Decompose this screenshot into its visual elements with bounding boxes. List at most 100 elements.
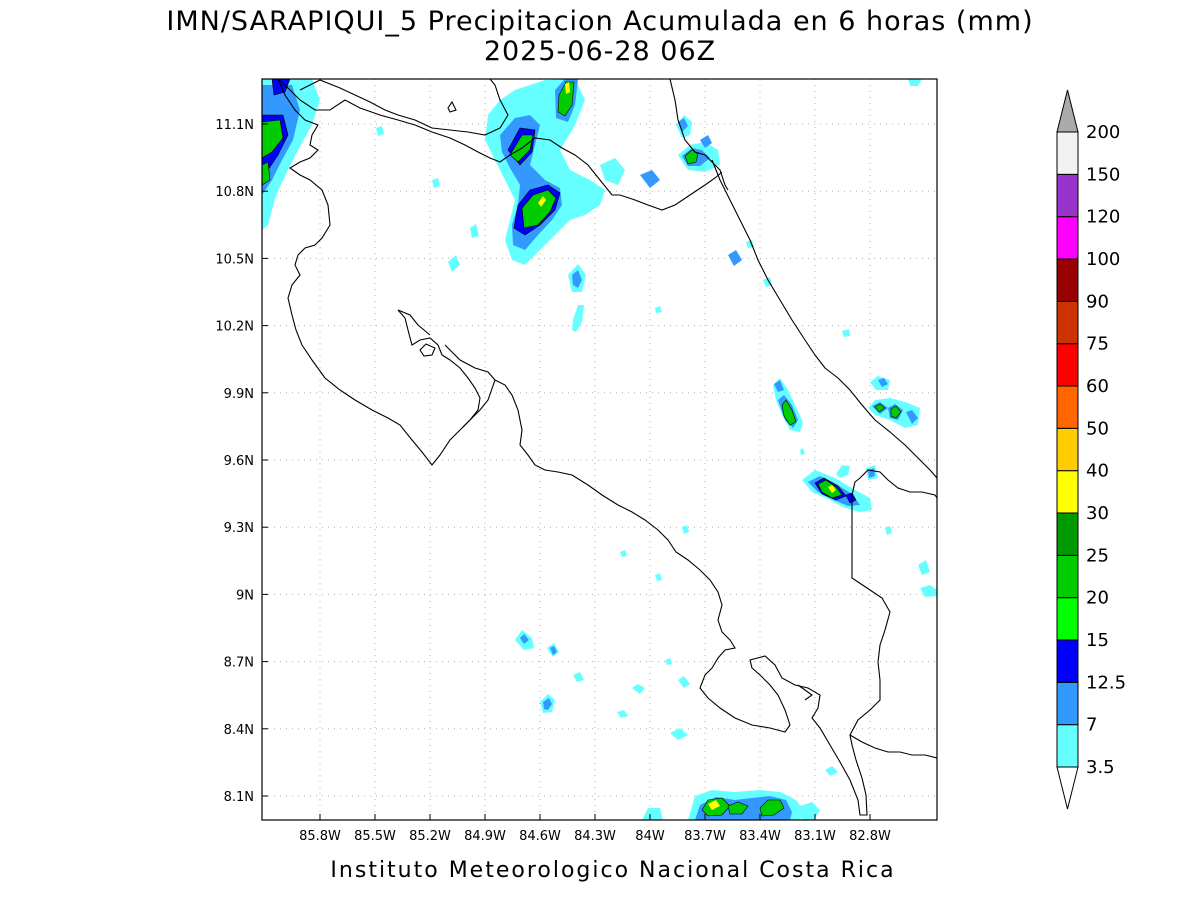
precip-cell: [774, 380, 784, 392]
colorbar-legend: 3.5 7 12.5 15 20 25 30 40 50 60 75 90 100 120 150 200: [1056, 89, 1126, 810]
longitude-axis: 85.8W 85.5W 85.2W 84.9W 84.6W 84.3W 84W 83.7W 83…: [299, 814, 891, 844]
precip-cell: [800, 802, 820, 820]
colorbar-swatch: [1056, 343, 1079, 387]
precip-cell: [543, 698, 552, 710]
precip-cell: [572, 270, 582, 288]
colorbar-label: 30: [1086, 503, 1109, 524]
precip-cell: [448, 255, 460, 272]
lat-tick-label: 10.8N: [215, 185, 254, 200]
colorbar-swatch: [1056, 216, 1079, 260]
precip-cell: [828, 485, 836, 493]
colorbar-swatch: [1056, 173, 1079, 218]
precip-cell: [538, 196, 546, 207]
lon-tick-label: 83.1W: [794, 829, 836, 844]
map-title: IMN/SARAPIQUI_5 Precipitacion Acumulada …: [166, 6, 1033, 37]
colorbar-label: 120: [1086, 207, 1120, 228]
map-subtitle-date: 2025-06-28 06Z: [484, 36, 716, 67]
colorbar-swatch: [1056, 470, 1079, 514]
map-frame: [261, 78, 938, 821]
precip-cell: [682, 525, 689, 534]
precip-cell: [781, 399, 797, 426]
precip-cell: [670, 728, 688, 740]
precip-cell: [262, 161, 271, 186]
precip-cell: [906, 410, 918, 424]
colorbar-label: 90: [1086, 291, 1109, 312]
lat-tick-label: 10.5N: [215, 252, 254, 267]
colorbar-label: 7: [1086, 715, 1097, 736]
lon-tick-label: 83.4W: [739, 829, 781, 844]
precip-cell: [573, 672, 584, 682]
precip-cell: [918, 560, 930, 575]
colorbar-swatch: [1056, 300, 1079, 345]
precip-cell: [836, 465, 850, 478]
lon-tick-label: 85.2W: [409, 829, 451, 844]
colorbar-swatch: [1056, 597, 1079, 641]
precip-cell: [485, 79, 605, 265]
colorbar-label: 75: [1086, 334, 1109, 355]
precip-cell: [800, 448, 805, 455]
lon-tick-label: 83.7W: [684, 829, 726, 844]
colorbar-label: 3.5: [1086, 757, 1115, 778]
precip-cell: [890, 405, 902, 419]
precip-cell: [376, 126, 384, 136]
lat-tick-label: 10.2N: [215, 320, 254, 335]
precip-cell: [262, 119, 284, 159]
colorbar-label: 50: [1086, 418, 1109, 439]
precip-cell: [684, 149, 699, 165]
precip-cell: [878, 378, 888, 387]
precip-cell: [520, 634, 529, 644]
precip-cell: [600, 158, 625, 185]
precip-cell: [632, 684, 645, 694]
precip-cell: [640, 170, 660, 188]
colorbar-label: 200: [1086, 122, 1120, 143]
colorbar-min-arrow: [1056, 766, 1079, 810]
colorbar-swatch: [1056, 512, 1079, 556]
colorbar-label: 150: [1086, 164, 1120, 185]
colorbar-swatch: [1056, 681, 1079, 726]
map-area: [262, 79, 937, 820]
precip-cell: [678, 676, 690, 688]
precip-cell: [470, 224, 479, 238]
precip-cell: [655, 306, 662, 313]
precip-cell: [432, 178, 440, 188]
footer-credit: Instituto Meteorologico Nacional Costa R…: [330, 858, 895, 883]
lat-tick-label: 9N: [236, 588, 254, 603]
precip-cell: [874, 403, 886, 413]
precip-cell: [908, 79, 922, 86]
colorbar-label: 20: [1086, 588, 1109, 609]
precip-cell: [678, 118, 688, 132]
precip-cell: [557, 81, 575, 117]
colorbar-swatch: [1056, 385, 1079, 429]
precip-cell: [655, 573, 662, 581]
lon-tick-label: 84.6W: [519, 829, 561, 844]
colorbar-label: 12.5: [1086, 672, 1126, 693]
precip-cell: [620, 550, 627, 557]
precip-cell: [759, 799, 785, 817]
lat-tick-label: 8.7N: [224, 656, 254, 671]
precip-cell: [845, 492, 857, 504]
lat-tick-label: 8.4N: [224, 723, 254, 738]
precip-cell: [700, 135, 712, 148]
lon-tick-label: 85.5W: [354, 829, 396, 844]
colorbar-swatch: [1056, 131, 1079, 175]
precip-cell: [727, 801, 749, 815]
lat-tick-label: 9.9N: [224, 387, 254, 402]
precip-cell: [763, 277, 772, 287]
precip-cell: [550, 646, 557, 655]
colorbar-label: 15: [1086, 630, 1109, 651]
lon-tick-label: 84W: [635, 829, 665, 844]
lon-tick-label: 82.8W: [849, 829, 891, 844]
precip-cell: [728, 250, 742, 266]
colorbar-label: 60: [1086, 376, 1109, 397]
lat-tick-label: 9.3N: [224, 521, 254, 536]
precip-cell: [565, 82, 570, 94]
lat-tick-label: 11.1N: [215, 118, 254, 133]
precip-cell: [708, 800, 720, 810]
colorbar-swatch: [1056, 639, 1079, 683]
precip-cell: [617, 710, 628, 718]
precip-cell: [825, 766, 838, 776]
colorbar-swatch: [1056, 427, 1079, 472]
colorbar-label: 40: [1086, 461, 1109, 482]
precip-cell: [885, 526, 892, 535]
